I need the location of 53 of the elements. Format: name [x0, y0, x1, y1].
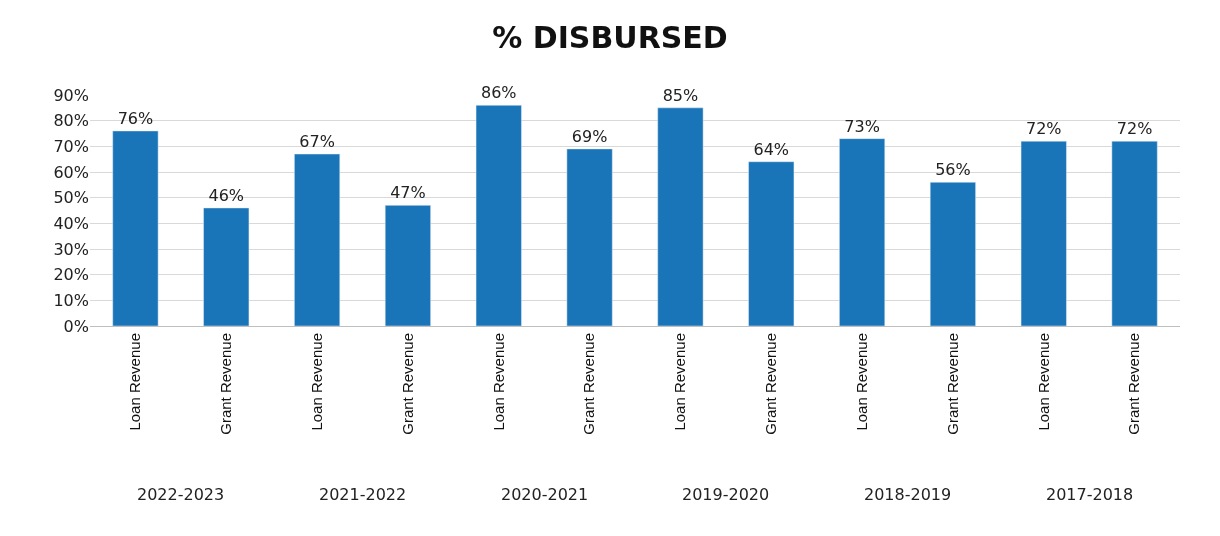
data-label: 76%: [117, 108, 154, 128]
bar: [1020, 140, 1067, 326]
text: 2019-2020: [682, 485, 770, 504]
y-tick-label: 70%: [53, 136, 89, 156]
bar: [1111, 140, 1158, 326]
text: 2018-2019: [864, 485, 952, 504]
bar: [294, 153, 341, 326]
y-tick-label: 30%: [53, 239, 89, 259]
y-tick-label: 50%: [53, 188, 89, 208]
x-tick-label: Grant Revenue: [398, 333, 416, 435]
y-tick-label: 80%: [53, 111, 89, 131]
data-label: 64%: [753, 139, 790, 159]
data-label: 72%: [1116, 119, 1153, 139]
data-label: 73%: [844, 116, 880, 136]
y-tick-label: 0%: [63, 316, 89, 336]
x-tick-label: Grant Revenue: [943, 333, 961, 435]
x-tick-label: Loan Revenue: [307, 333, 325, 431]
bar: [203, 207, 250, 326]
data-label: 46%: [208, 185, 245, 205]
x-tick-label: Grant Revenue: [1125, 333, 1143, 435]
x-tick-label: Loan Revenue: [126, 333, 144, 431]
bar: [657, 107, 704, 326]
chart-title: % DISBURSED: [492, 19, 728, 55]
text: 2017-2018: [1046, 485, 1134, 504]
bar: [929, 182, 976, 326]
bar: [475, 105, 522, 326]
data-label: 85%: [662, 85, 699, 105]
data-label: 67%: [299, 132, 335, 152]
bar: [384, 205, 431, 326]
text: 2022-2023: [137, 485, 225, 504]
data-label: 56%: [935, 160, 971, 180]
data-label: 47%: [390, 183, 426, 203]
bar: [748, 161, 795, 326]
x-tick-label: Loan Revenue: [671, 333, 689, 431]
y-tick-label: 10%: [53, 290, 89, 310]
data-label: 86%: [480, 83, 517, 103]
x-tick-label: Grant Revenue: [762, 333, 780, 435]
data-label: 72%: [1025, 119, 1062, 139]
x-tick-label: Loan Revenue: [852, 333, 870, 431]
bar: [839, 138, 886, 326]
y-tick-label: 90%: [53, 85, 89, 105]
data-label: 69%: [571, 126, 608, 146]
x-tick-label: Loan Revenue: [1034, 333, 1052, 431]
text: 2020-2021: [501, 485, 589, 504]
bar: [112, 130, 159, 326]
x-tick-label: Grant Revenue: [217, 333, 235, 435]
y-tick-label: 60%: [53, 162, 89, 182]
y-tick-label: 40%: [53, 213, 89, 233]
x-tick-label: Grant Revenue: [580, 333, 598, 435]
bar: [566, 148, 613, 326]
y-tick-label: 20%: [53, 265, 89, 285]
text: 2021-2022: [319, 485, 407, 504]
x-tick-label: Loan Revenue: [489, 333, 507, 431]
